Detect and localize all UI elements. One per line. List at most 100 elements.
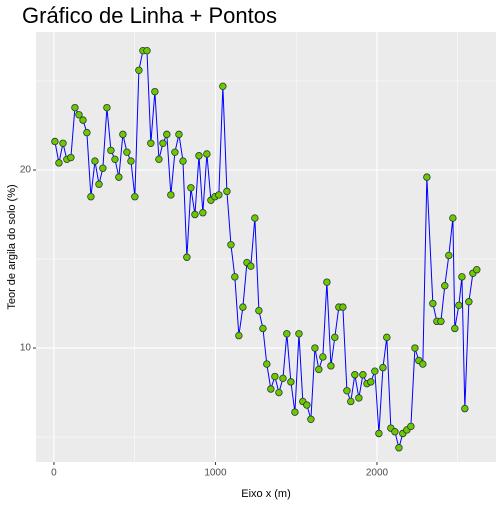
point — [187, 184, 195, 192]
point — [151, 87, 159, 96]
point — [167, 191, 175, 199]
point — [437, 317, 445, 326]
point — [171, 148, 179, 156]
x-tick-label: 2000 — [366, 468, 389, 479]
point — [458, 273, 466, 281]
point — [379, 363, 387, 372]
point — [123, 148, 131, 156]
point — [79, 116, 87, 124]
point — [267, 385, 275, 393]
point — [191, 210, 199, 219]
point — [87, 192, 95, 201]
point — [395, 444, 403, 452]
point — [367, 378, 375, 386]
point — [465, 298, 473, 306]
point — [119, 130, 127, 139]
point — [239, 303, 247, 311]
point — [449, 214, 457, 222]
point — [355, 394, 363, 402]
point — [319, 353, 327, 361]
point — [199, 209, 207, 217]
chart-title: Gráfico de Linha + Pontos — [22, 3, 277, 28]
point — [311, 344, 319, 352]
point — [91, 157, 99, 165]
point — [55, 159, 63, 167]
point — [231, 273, 239, 281]
point — [227, 241, 235, 249]
point — [71, 103, 79, 112]
point — [391, 428, 399, 436]
x-tick-label: 0 — [51, 468, 57, 479]
y-tick-label: 20 — [20, 165, 32, 176]
point — [271, 372, 279, 381]
point — [451, 324, 459, 333]
point — [215, 191, 223, 199]
point — [247, 262, 255, 270]
point — [223, 187, 231, 196]
point — [59, 139, 67, 147]
point — [441, 282, 449, 290]
point — [287, 378, 295, 386]
point — [67, 153, 75, 162]
point — [331, 333, 339, 342]
point — [283, 330, 291, 338]
point — [419, 360, 427, 368]
point — [279, 374, 287, 383]
panel — [36, 32, 496, 462]
point — [183, 253, 191, 261]
point — [455, 301, 463, 310]
point — [359, 371, 367, 379]
point — [323, 278, 331, 286]
point — [147, 139, 155, 147]
point — [219, 82, 227, 91]
point — [195, 152, 203, 160]
point — [383, 333, 391, 342]
point — [429, 299, 437, 308]
point — [99, 164, 107, 172]
point — [291, 408, 299, 416]
point — [203, 150, 211, 158]
point — [343, 387, 351, 395]
point — [107, 146, 115, 155]
point — [339, 303, 347, 311]
point — [473, 266, 481, 274]
point — [275, 388, 283, 397]
y-axis-label: Teor de argila do solo (%) — [6, 184, 18, 309]
point — [175, 130, 183, 139]
point — [111, 155, 119, 164]
point — [371, 367, 379, 375]
point — [315, 365, 323, 374]
point — [103, 103, 111, 112]
point — [407, 422, 415, 431]
point — [143, 46, 151, 55]
point — [375, 429, 383, 438]
point — [155, 155, 163, 164]
point — [95, 180, 103, 188]
point — [263, 360, 271, 368]
point — [163, 130, 171, 139]
point — [251, 214, 259, 222]
point — [135, 66, 143, 74]
point — [179, 157, 187, 165]
y-tick-label: 10 — [20, 343, 32, 354]
x-axis-label: Eixo x (m) — [241, 488, 291, 500]
point — [351, 371, 359, 379]
x-tick-label: 1000 — [204, 468, 227, 479]
point — [461, 404, 469, 413]
point — [307, 415, 315, 423]
point — [115, 173, 123, 181]
point — [445, 251, 453, 260]
point — [83, 128, 91, 137]
point — [159, 139, 167, 147]
point — [327, 362, 335, 370]
point — [131, 192, 139, 201]
point — [75, 111, 83, 119]
point — [411, 344, 419, 352]
point — [295, 330, 303, 338]
point — [347, 397, 355, 406]
point — [259, 324, 267, 333]
point — [51, 137, 59, 146]
point — [303, 401, 311, 409]
point — [235, 331, 243, 340]
